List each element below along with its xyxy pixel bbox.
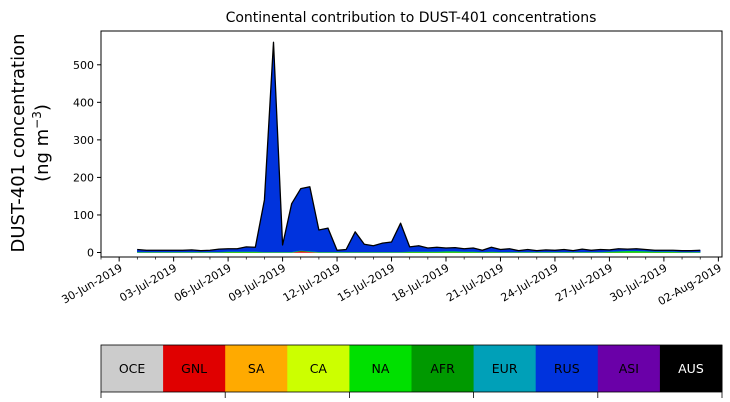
legend-label-ca: CA bbox=[310, 361, 328, 376]
legend-swatch-eur bbox=[473, 345, 537, 392]
area-series-rus bbox=[137, 42, 701, 253]
x-tick-label: 24-Jul-2019 bbox=[499, 261, 561, 304]
x-tick-label: 30-Jun-2019 bbox=[60, 261, 125, 306]
chart-title: Continental contribution to DUST-401 con… bbox=[226, 10, 597, 26]
y-axis-unit-suffix: ) bbox=[32, 104, 53, 111]
legend-label-sa: SA bbox=[248, 361, 265, 376]
total-concentration-line bbox=[137, 41, 701, 252]
x-tick-label: 18-Jul-2019 bbox=[390, 261, 452, 304]
y-axis-unit-superscript: −3 bbox=[30, 111, 44, 129]
legend-swatch-ca bbox=[287, 345, 350, 392]
y-tick-label: 300 bbox=[73, 134, 94, 147]
legend-swatch-sa bbox=[225, 345, 288, 392]
legend-swatch-aus bbox=[659, 345, 723, 392]
y-tick-label: 400 bbox=[73, 96, 94, 109]
x-tick-label: 03-Jul-2019 bbox=[117, 261, 179, 304]
x-tick-label: 06-Jul-2019 bbox=[172, 261, 234, 304]
x-tick-label: 15-Jul-2019 bbox=[335, 261, 397, 304]
y-tick-label: 0 bbox=[87, 246, 94, 259]
legend-swatch-oce bbox=[101, 345, 164, 392]
x-tick-label: 21-Jul-2019 bbox=[444, 261, 506, 304]
x-tick-label: 12-Jul-2019 bbox=[281, 261, 343, 304]
legend-label-afr: AFR bbox=[430, 361, 455, 376]
y-axis-label-line1: DUST-401 concentration bbox=[8, 33, 29, 252]
legend-label-asi: ASI bbox=[619, 361, 639, 376]
x-tick-label: 09-Jul-2019 bbox=[226, 261, 288, 304]
legend-swatch-asi bbox=[597, 345, 661, 392]
axes-frame bbox=[100, 30, 723, 258]
legend-label-gnl: GNL bbox=[181, 361, 207, 376]
legend-swatch-rus bbox=[535, 345, 599, 392]
legend-label-eur: EUR bbox=[492, 361, 518, 376]
legend-label-rus: RUS bbox=[554, 361, 580, 376]
legend-swatch-na bbox=[349, 345, 412, 392]
legend-frame bbox=[100, 344, 723, 393]
y-tick-label: 200 bbox=[73, 171, 94, 184]
plot-area: 0 100 200 300 400 500 30-Jun-201903-Jul-201906… bbox=[60, 30, 724, 308]
legend-label-aus: AUS bbox=[678, 361, 704, 376]
y-tick-label: 500 bbox=[73, 59, 94, 72]
legend-label-oce: OCE bbox=[119, 361, 146, 376]
legend-swatch-gnl bbox=[163, 345, 226, 392]
legend-swatch-afr bbox=[411, 345, 475, 392]
y-tick-label: 100 bbox=[73, 209, 94, 222]
legend-label-na: NA bbox=[371, 361, 389, 376]
y-axis-unit-prefix: (ng m bbox=[32, 129, 53, 182]
legend: OCE GNL SA CA NA AFR EUR RUS ASI AUS bbox=[100, 344, 723, 398]
y-axis-label-line2: (ng m−3) bbox=[30, 104, 53, 182]
x-tick-label: 27-Jul-2019 bbox=[553, 261, 615, 304]
